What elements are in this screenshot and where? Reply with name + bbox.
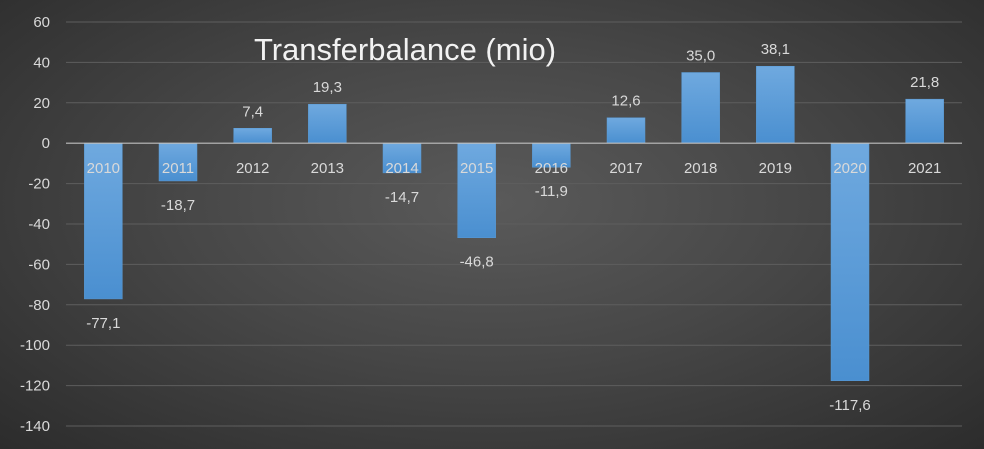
bar-2018 — [681, 72, 720, 144]
bar-2013 — [308, 103, 347, 144]
data-label: 19,3 — [313, 79, 342, 96]
gridlines — [66, 21, 962, 427]
data-label: 7,4 — [242, 103, 263, 120]
chart-title: Transferbalance (mio) — [254, 32, 556, 67]
bar-2019 — [756, 65, 795, 144]
x-category-label: 2011 — [162, 160, 194, 177]
x-category-label: 2021 — [908, 160, 941, 177]
y-tick-label: -20 — [28, 176, 50, 193]
y-tick-label: -140 — [20, 418, 50, 435]
x-category-label: 2015 — [460, 160, 493, 177]
y-tick-label: 60 — [33, 14, 50, 31]
bar-2017 — [606, 117, 646, 144]
y-tick-label: -80 — [28, 297, 50, 314]
bar-2012 — [233, 128, 272, 144]
y-tick-label: 0 — [42, 135, 50, 152]
x-category-label: 2017 — [609, 160, 642, 177]
x-category-label: 2016 — [535, 160, 568, 177]
bar-2011 — [158, 142, 198, 182]
y-axis-ticks: 60 40 20 0 -20 -40 -60 -80 -100 -120 -140 — [20, 14, 50, 435]
data-label: -77,1 — [86, 315, 120, 332]
y-tick-label: 40 — [33, 54, 50, 71]
data-label: -46,8 — [460, 254, 494, 271]
x-axis-categories: 2010 2011 2012 2013 2014 2015 2016 2017 2018 2019… — [87, 160, 942, 177]
x-category-label: 2019 — [759, 160, 792, 177]
x-category-label: 2010 — [87, 160, 120, 177]
data-label: -11,9 — [535, 183, 568, 200]
y-tick-label: -40 — [28, 216, 50, 233]
x-category-label: 2014 — [385, 160, 418, 177]
data-label: 35,0 — [686, 48, 715, 65]
data-label: -18,7 — [161, 197, 195, 214]
bar-2021 — [905, 98, 944, 144]
bar-2014 — [382, 142, 422, 174]
y-tick-label: -100 — [20, 337, 50, 354]
y-tick-label: -120 — [20, 378, 50, 395]
x-category-label: 2013 — [311, 160, 344, 177]
data-label: 38,1 — [761, 41, 790, 58]
data-label: -14,7 — [385, 189, 419, 206]
data-label: 12,6 — [611, 93, 640, 110]
x-category-label: 2020 — [833, 160, 866, 177]
bar-2015 — [457, 142, 496, 238]
x-category-label: 2018 — [684, 160, 717, 177]
y-tick-label: 20 — [33, 95, 50, 112]
bars — [84, 65, 944, 382]
y-tick-label: -60 — [28, 256, 50, 273]
data-label: -117,6 — [829, 397, 870, 414]
bar-2020 — [830, 142, 870, 382]
bar-2016 — [532, 142, 571, 168]
data-label: 21,8 — [910, 74, 939, 91]
data-labels: -77,1 -18,7 7,4 19,3 -14,7 -46,8 -11,9 12,6 35,0… — [86, 41, 939, 414]
x-category-label: 2012 — [236, 160, 269, 177]
